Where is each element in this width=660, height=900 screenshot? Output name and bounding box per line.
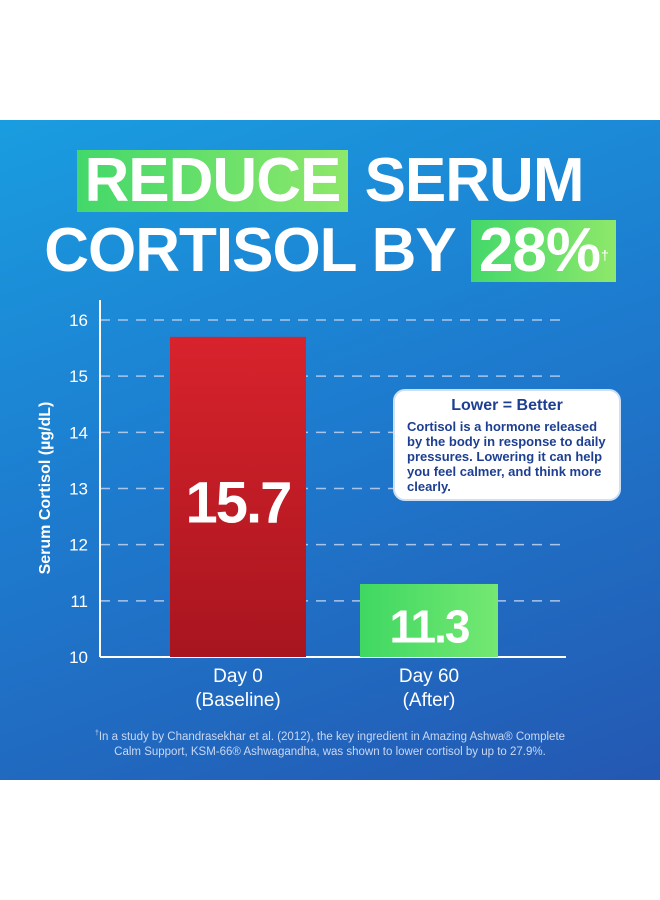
y-tick-label: 13 [69, 480, 88, 499]
bar-value-label: 15.7 [186, 471, 291, 536]
headline-highlight-2: 28%† [470, 220, 616, 282]
study-footnote: †In a study by Chandrasekhar et al. (201… [0, 726, 660, 760]
headline-percent: 28% [478, 216, 601, 285]
footnote-line-2: Calm Support, KSM-66® Ashwagandha, was s… [114, 745, 546, 758]
footnote-text-1: In a study by Chandrasekhar et al. (2012… [98, 730, 566, 743]
y-tick-label: 12 [69, 536, 88, 555]
infographic-panel: REDUCE SERUM CORTISOL BY 28%† 10 11 12 13 14… [0, 120, 660, 780]
headline-dagger: † [600, 247, 609, 263]
cortisol-bar-chart: 10 11 12 13 14 15 16 Serum Cortisol (µg/dL) 15.7… [37, 300, 566, 711]
label-layer: 10 11 12 13 14 15 16 Serum Cortisol (µg/dL) 15.7… [37, 311, 471, 711]
headline-line-2: CORTISOL BY 28%† [0, 218, 660, 284]
y-tick-label: 11 [70, 592, 88, 611]
lower-better-callout: Lower = Better Cortisol is a hormone rel… [393, 389, 621, 501]
headline-highlight-1: REDUCE [76, 150, 349, 212]
y-tick-label: 10 [69, 648, 88, 667]
x-category-label: (After) [403, 690, 456, 711]
headline-line-1: REDUCE SERUM [0, 148, 660, 214]
callout-body: Cortisol is a hormone released by the bo… [407, 419, 606, 494]
headline-text-2: CORTISOL BY [44, 216, 455, 285]
x-category-label: Day 0 [213, 666, 263, 687]
bar-layer [170, 336, 498, 657]
bar-day-60 [360, 583, 498, 657]
bar-day-0 [170, 336, 306, 657]
bar-value-label: 11.3 [390, 600, 469, 652]
footnote-line-1: †In a study by Chandrasekhar et al. (201… [0, 726, 660, 745]
callout-title: Lower = Better [451, 397, 563, 414]
y-axis-title: Serum Cortisol (µg/dL) [37, 402, 54, 575]
y-tick-label: 15 [69, 367, 88, 386]
y-tick-label: 16 [69, 311, 88, 330]
x-category-label: (Baseline) [195, 690, 281, 711]
headline-text-1: SERUM [364, 146, 585, 215]
x-category-label: Day 60 [399, 666, 459, 687]
footnote-dagger: † [94, 730, 99, 737]
y-tick-label: 14 [69, 423, 88, 442]
